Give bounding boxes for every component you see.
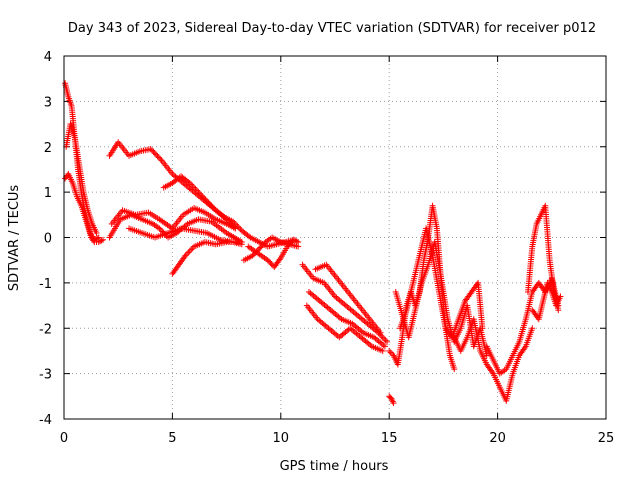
data-point (264, 257, 271, 264)
data-point (377, 329, 384, 336)
data-point (232, 225, 239, 232)
data-point (479, 325, 486, 332)
data-point (185, 178, 192, 185)
data-point (555, 307, 562, 314)
series-track-2 (62, 170, 102, 243)
data-point (266, 258, 273, 265)
data-point (381, 343, 388, 350)
data-point (246, 233, 253, 240)
y-tick-label: 4 (44, 50, 52, 65)
data-point (154, 153, 161, 160)
data-point (529, 325, 536, 332)
series-track-18 (392, 239, 490, 359)
data-point (94, 235, 101, 242)
y-tick-label: 1 (44, 186, 52, 201)
data-point (185, 249, 192, 256)
data-point (235, 224, 242, 231)
data-point (295, 243, 302, 250)
data-point (249, 252, 256, 259)
data-point (252, 249, 259, 256)
data-point (384, 338, 391, 345)
series-track-11 (240, 234, 302, 264)
x-tick-label: 5 (168, 431, 176, 446)
x-tick-label: 25 (598, 431, 615, 446)
data-point (155, 154, 162, 161)
data-point (188, 246, 195, 253)
series-track-16 (386, 393, 397, 407)
x-tick-label: 10 (273, 431, 290, 446)
data-point (379, 347, 386, 354)
series-track-15 (312, 261, 384, 336)
data-point (186, 248, 193, 255)
data-point (149, 147, 156, 154)
x-axis-label: GPS time / hours (280, 459, 389, 474)
series-track-19 (397, 225, 486, 341)
data-point (234, 239, 241, 246)
data-point (95, 234, 102, 241)
data-point (250, 251, 257, 258)
x-tick-label: 0 (60, 431, 68, 446)
data-point (258, 243, 265, 250)
data-points-layer (62, 80, 564, 407)
chart-title: Day 343 of 2023, Sidereal Day-to-day VTE… (68, 21, 596, 36)
data-point (387, 349, 394, 356)
series-track-14 (303, 302, 386, 354)
data-point (256, 245, 263, 252)
data-point (193, 187, 200, 194)
y-tick-label: -4 (39, 413, 52, 428)
y-tick-label: -1 (39, 277, 52, 292)
data-point (557, 293, 564, 300)
series-track-13 (305, 288, 388, 350)
x-tick-label: 20 (489, 431, 506, 446)
data-point (451, 366, 458, 373)
data-point (150, 148, 157, 155)
y-tick-label: 2 (44, 141, 52, 156)
data-point (386, 347, 393, 354)
y-tick-label: -3 (39, 368, 52, 383)
data-point (147, 146, 154, 153)
data-point (260, 241, 267, 248)
data-point (238, 241, 245, 248)
tick-layer: 0 5 10 15 20 25 -4 -3 -2 -1 0 1 2 3 4 (39, 50, 614, 446)
series-track-3 (63, 121, 100, 236)
data-point (153, 151, 160, 158)
y-tick-label: -2 (39, 322, 52, 337)
data-point (237, 226, 244, 233)
x-tick-label: 15 (381, 431, 398, 446)
y-axis-label: SDTVAR / TECUs (7, 185, 22, 292)
data-point (98, 237, 105, 244)
series-track-23 (529, 279, 564, 323)
data-point (253, 248, 260, 255)
data-point (100, 236, 107, 243)
data-point (483, 352, 490, 359)
y-tick-label: 0 (44, 232, 52, 247)
series-track-7 (108, 205, 239, 232)
grid-layer (64, 56, 606, 419)
series-track-21 (483, 275, 562, 377)
data-point (254, 247, 261, 254)
data-point (157, 155, 164, 162)
y-tick-label: 3 (44, 95, 52, 110)
data-point (390, 400, 397, 407)
data-point (267, 259, 274, 266)
data-point (257, 244, 264, 251)
series-track-12 (299, 261, 391, 345)
plot-frame (63, 55, 607, 420)
series-track-20 (451, 316, 536, 404)
data-point (93, 229, 100, 236)
data-point (151, 150, 158, 157)
series-track-1 (62, 80, 107, 246)
series-track-9 (169, 239, 241, 277)
data-point (219, 212, 226, 219)
